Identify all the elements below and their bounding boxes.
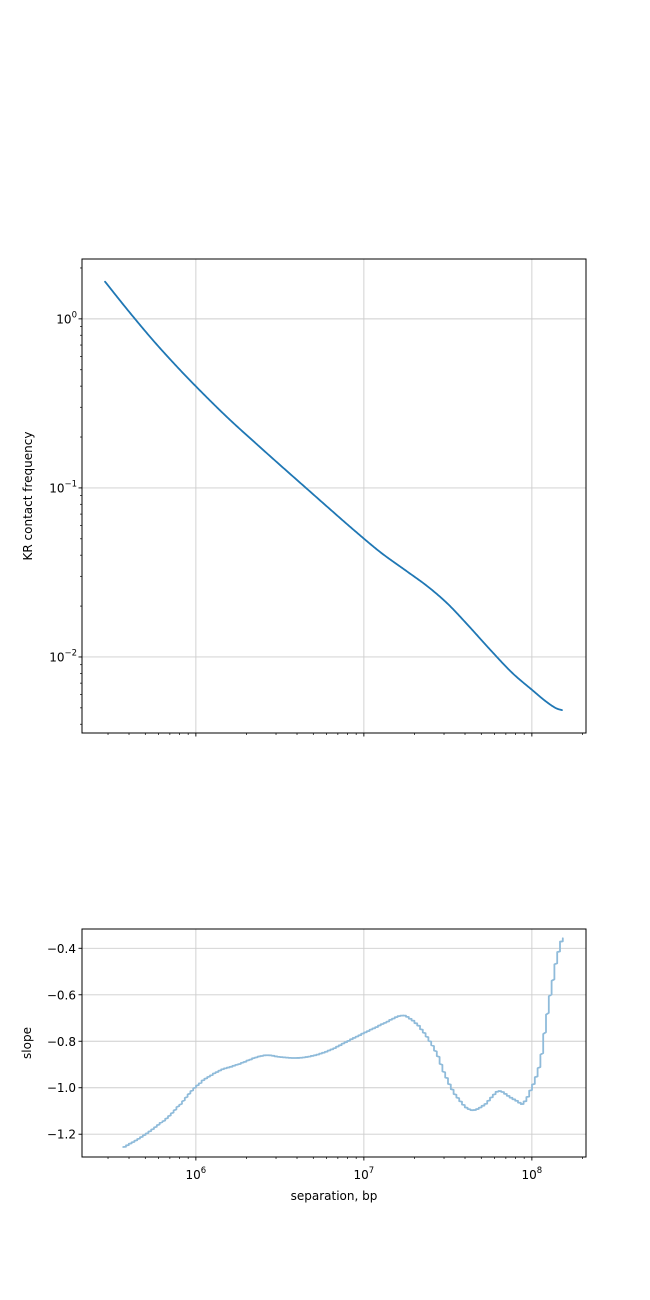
- tick-label: 107: [354, 1166, 375, 1182]
- tick-label: 106: [186, 1166, 207, 1182]
- y-axis-label-contact-frequency: KR contact frequency: [21, 431, 35, 561]
- tick-label: 10−2: [49, 648, 77, 664]
- tick-label: −0.4: [47, 942, 76, 956]
- tick-label: −0.6: [47, 988, 76, 1002]
- tick-label: −0.8: [47, 1035, 76, 1049]
- axes-border: [81, 258, 587, 734]
- kr-contact-frequency-curve: [104, 280, 563, 711]
- tick-label: 108: [522, 1166, 543, 1182]
- tick-label: 10−1: [49, 479, 77, 495]
- y-axis-label-slope: slope: [20, 1027, 34, 1059]
- tick-label: 100: [56, 310, 77, 326]
- tick-label: −1.2: [47, 1128, 76, 1142]
- axes-border: [81, 928, 587, 1158]
- slope-curve: [122, 937, 564, 1148]
- x-axis-label-separation: separation, bp: [290, 1189, 378, 1203]
- tick-label: −1.0: [47, 1081, 76, 1095]
